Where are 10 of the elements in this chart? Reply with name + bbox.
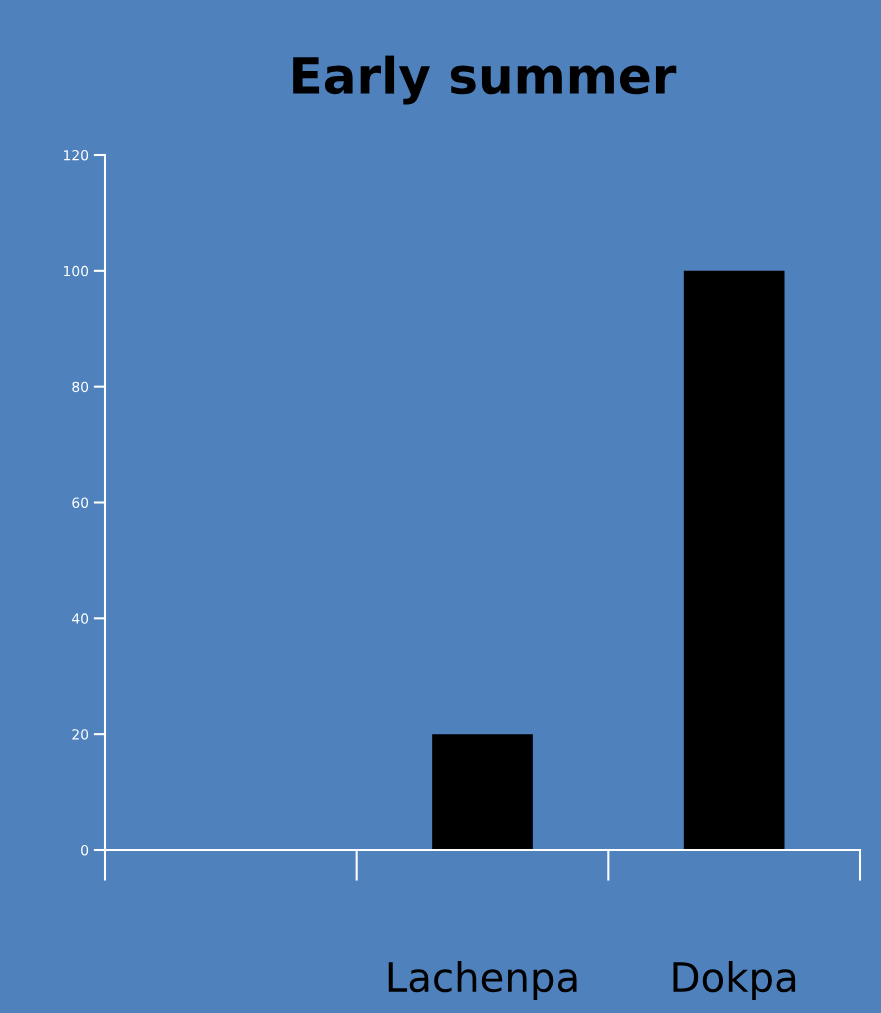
y-tick-label: 40	[72, 613, 89, 624]
y-tick-label: 20	[72, 729, 89, 740]
x-tick-label: Lachenpa	[388, 961, 577, 1001]
chart-title: Early summer	[293, 55, 677, 105]
y-tick-label: 60	[72, 497, 89, 508]
x-tick-label: Dokpa	[673, 961, 796, 1001]
y-tick-label: 120	[64, 149, 89, 161]
y-tick-label: 80	[72, 381, 89, 393]
y-tick-label: 100	[64, 265, 89, 277]
y-tick-label: 0	[81, 844, 89, 856]
